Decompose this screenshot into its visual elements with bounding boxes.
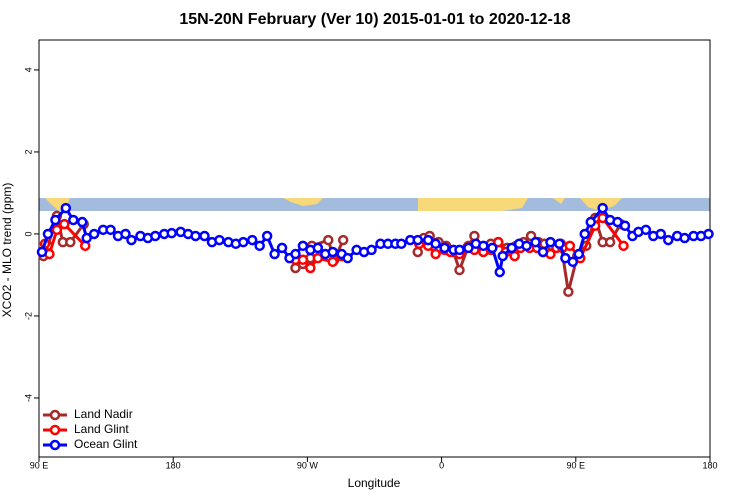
data-point	[494, 266, 506, 278]
data-point	[618, 240, 629, 252]
legend-label: Ocean Glint	[74, 437, 138, 451]
data-point	[88, 228, 100, 240]
data-point	[261, 230, 273, 242]
x-tick-label: 180	[166, 460, 181, 470]
data-point	[662, 234, 674, 246]
data-point	[105, 224, 116, 236]
data-point	[554, 238, 565, 250]
data-point	[327, 256, 338, 268]
data-point	[76, 216, 88, 228]
data-point	[497, 250, 508, 262]
x-tick-label: 90 W	[297, 460, 319, 470]
legend-marker	[49, 424, 61, 436]
y-tick-label: 2	[23, 149, 33, 154]
data-point	[640, 224, 652, 236]
data-point	[655, 228, 667, 240]
data-point	[530, 236, 541, 248]
y-tick-label: 0	[23, 231, 33, 236]
data-point	[487, 242, 498, 254]
data-point	[68, 214, 79, 226]
y-tick-label: -2	[23, 312, 33, 320]
data-point	[342, 252, 353, 264]
data-point	[564, 240, 576, 252]
data-point	[521, 240, 532, 252]
x-tick-label: 180	[702, 460, 717, 470]
data-point	[297, 240, 309, 252]
data-point	[703, 228, 714, 240]
data-point	[412, 246, 423, 258]
data-point	[619, 220, 631, 231]
data-point	[585, 216, 596, 228]
data-point	[337, 234, 349, 246]
data-point	[567, 256, 579, 268]
data-point	[537, 246, 549, 258]
data-point	[509, 250, 520, 262]
data-point	[312, 252, 324, 264]
data-point	[50, 214, 61, 226]
data-point	[430, 248, 441, 260]
data-point	[120, 228, 131, 240]
data-point	[597, 202, 608, 214]
data-point	[297, 254, 309, 266]
data-point	[563, 286, 574, 298]
data-point	[439, 242, 450, 254]
y-tick-label: -4	[23, 394, 33, 402]
x-axis-label: Longitude	[348, 476, 401, 490]
map-strip	[39, 198, 710, 211]
y-axis-label: XCO2 - MLO trend (ppm)	[0, 183, 14, 318]
data-point	[65, 236, 76, 248]
data-point	[396, 238, 407, 250]
data-point	[190, 230, 201, 242]
data-point	[412, 234, 423, 246]
data-point	[579, 228, 590, 240]
data-point	[604, 236, 616, 248]
data-point	[323, 234, 334, 246]
data-point	[454, 244, 465, 256]
data-point	[166, 227, 177, 239]
data-point	[269, 248, 280, 260]
data-point	[454, 264, 465, 276]
data-point	[290, 248, 301, 260]
chart-title: 15N-20N February (Ver 10) 2015-01-01 to …	[179, 11, 570, 28]
data-point	[214, 234, 225, 246]
data-point	[430, 238, 441, 250]
legend-label: Land Glint	[74, 422, 129, 436]
data-point	[150, 230, 161, 242]
x-tick-label: 0	[439, 460, 444, 470]
legend-marker	[49, 409, 61, 421]
data-point	[59, 218, 70, 230]
data-point	[238, 236, 249, 248]
data-point	[81, 232, 92, 244]
x-tick-label: 90 E	[567, 460, 586, 470]
data-point	[60, 202, 72, 214]
data-point	[254, 240, 265, 252]
legend-label: Land Nadir	[74, 407, 133, 421]
data-point	[679, 232, 690, 244]
data-point	[463, 242, 474, 254]
data-point	[478, 240, 489, 252]
data-point	[36, 246, 48, 258]
data-point	[276, 242, 288, 254]
data-point	[493, 236, 504, 248]
y-tick-label: 4	[23, 67, 33, 72]
data-point	[506, 242, 517, 254]
data-point	[199, 230, 210, 242]
data-point	[42, 228, 54, 240]
data-point	[312, 242, 324, 254]
data-point	[545, 236, 556, 248]
data-point	[305, 262, 316, 274]
data-point	[573, 248, 585, 260]
data-point	[126, 234, 137, 246]
x-tick-label: 90 E	[30, 460, 49, 470]
data-point	[246, 234, 258, 246]
data-point	[327, 246, 338, 258]
data-point	[366, 244, 377, 256]
data-point	[51, 224, 63, 236]
legend-marker	[49, 439, 61, 451]
